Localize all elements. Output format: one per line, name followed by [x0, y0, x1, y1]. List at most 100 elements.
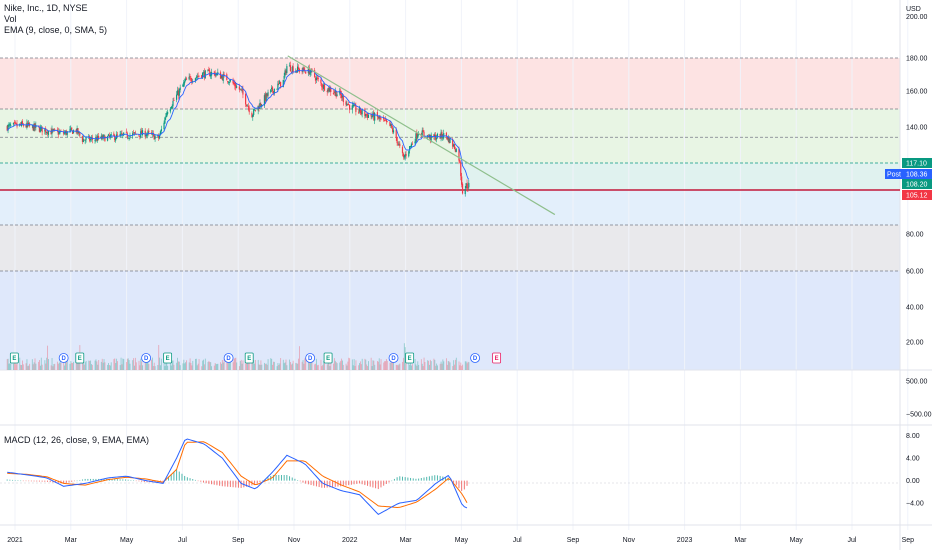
candle-body [392, 130, 395, 133]
macd-histogram-bar [90, 478, 92, 481]
macd-histogram-bar [275, 475, 277, 481]
volume-bar [301, 361, 303, 370]
volume-bar [151, 357, 153, 370]
dividend-marker[interactable]: D [305, 353, 316, 363]
candle-body [409, 146, 411, 151]
volume-bar [418, 364, 420, 370]
dividend-marker[interactable]: D [223, 353, 234, 363]
time-tick-label: Sep [232, 537, 245, 544]
volume-bar [172, 360, 174, 370]
volume-bar [417, 361, 419, 370]
candle-body [288, 65, 291, 67]
earnings-marker[interactable]: E [405, 352, 415, 364]
candle-body [267, 92, 269, 96]
price-tags: 117.10 Post 108.36 108.20 105.12 [885, 158, 932, 200]
volume-bar [296, 363, 298, 370]
candle-body [27, 122, 29, 126]
candle-body [89, 139, 92, 141]
volume-bar [91, 364, 92, 370]
candle-body [386, 121, 388, 123]
volume-bar [251, 359, 253, 370]
macd-histogram-bar [455, 480, 457, 486]
volume-bar [465, 361, 467, 370]
dividend-marker[interactable]: D [141, 353, 152, 363]
earnings-marker[interactable]: E [244, 352, 254, 364]
volume-bar [27, 366, 29, 370]
volume-legend[interactable]: Vol [4, 14, 17, 24]
earnings-marker[interactable]: E [75, 352, 85, 364]
candle-body [104, 136, 106, 142]
volume-bar [7, 358, 9, 370]
candle-body [177, 90, 179, 96]
macd-histogram-bar [116, 479, 118, 481]
candle-body [316, 77, 318, 79]
volume-bar [435, 365, 437, 370]
macd-histogram-bar [229, 480, 231, 487]
macd-histogram-bar [63, 480, 65, 484]
volume-bar [82, 358, 84, 370]
volume-bar [13, 359, 15, 370]
candle-body [415, 133, 417, 142]
dividend-icon [223, 353, 234, 363]
trendline[interactable] [287, 55, 556, 216]
candle-body [290, 71, 292, 73]
candle-body [41, 126, 43, 133]
volume-bar [188, 362, 190, 370]
volume-bar [95, 359, 97, 370]
candle-body [153, 134, 155, 140]
candle-body [171, 106, 173, 109]
volume-bar [144, 361, 146, 370]
volume-bar [341, 358, 343, 370]
earnings-marker[interactable]: E [9, 352, 19, 364]
dividend-marker[interactable]: D [58, 353, 69, 363]
dividend-marker[interactable]: D [388, 353, 399, 363]
earnings-marker[interactable]: E [323, 352, 333, 364]
ema-legend[interactable]: EMA (9, close, 0, SMA, 5) [4, 25, 108, 35]
downtrend-line[interactable] [287, 55, 556, 216]
candle-body [172, 100, 174, 106]
symbol-title[interactable]: Nike, Inc., 1D, NYSE [4, 3, 88, 13]
volume-bar [164, 366, 166, 370]
volume-bar [390, 362, 392, 370]
macd-legend-label[interactable]: MACD (12, 26, close, 9, EMA, EMA) [4, 435, 150, 445]
candle-body [371, 116, 373, 118]
volume-bar [203, 364, 205, 370]
earnings-marker[interactable]: E [492, 352, 502, 364]
volume-bar [297, 363, 299, 370]
time-tick-label: 2022 [342, 537, 358, 544]
candle-body [103, 135, 105, 137]
volume-bar [138, 360, 140, 370]
candle-body [197, 75, 199, 77]
candle-body [39, 127, 41, 132]
candle-body [435, 138, 438, 140]
macd-histogram-bar [168, 476, 170, 481]
price-tag: Post 108.36 [885, 169, 932, 179]
earnings-icon [75, 352, 85, 364]
volume-bar [411, 365, 412, 370]
volume-bar [352, 365, 354, 370]
volume-bar [22, 364, 24, 370]
volume-bar [384, 361, 386, 370]
earnings-marker[interactable]: E [163, 352, 173, 364]
volume-bar [44, 360, 46, 370]
earnings-letter: E [12, 356, 16, 362]
dividend-marker[interactable]: D [470, 353, 480, 363]
candle-body [203, 71, 205, 78]
volume-bar [272, 364, 274, 370]
candle-body [173, 100, 175, 101]
volume-bar [223, 358, 225, 370]
earnings-letter: E [78, 356, 82, 362]
candle-body [119, 134, 121, 136]
candle-body [121, 133, 123, 135]
macd-histogram-bar [453, 480, 455, 483]
macd-histogram-bar [189, 478, 191, 481]
candle-body [430, 134, 432, 141]
horizontal-levels[interactable] [0, 57, 900, 272]
volume-bar [430, 361, 432, 370]
volume-bar [353, 359, 355, 370]
volume-bar [10, 363, 12, 370]
earnings-letter: E [247, 356, 251, 362]
volume-bar [232, 362, 234, 370]
